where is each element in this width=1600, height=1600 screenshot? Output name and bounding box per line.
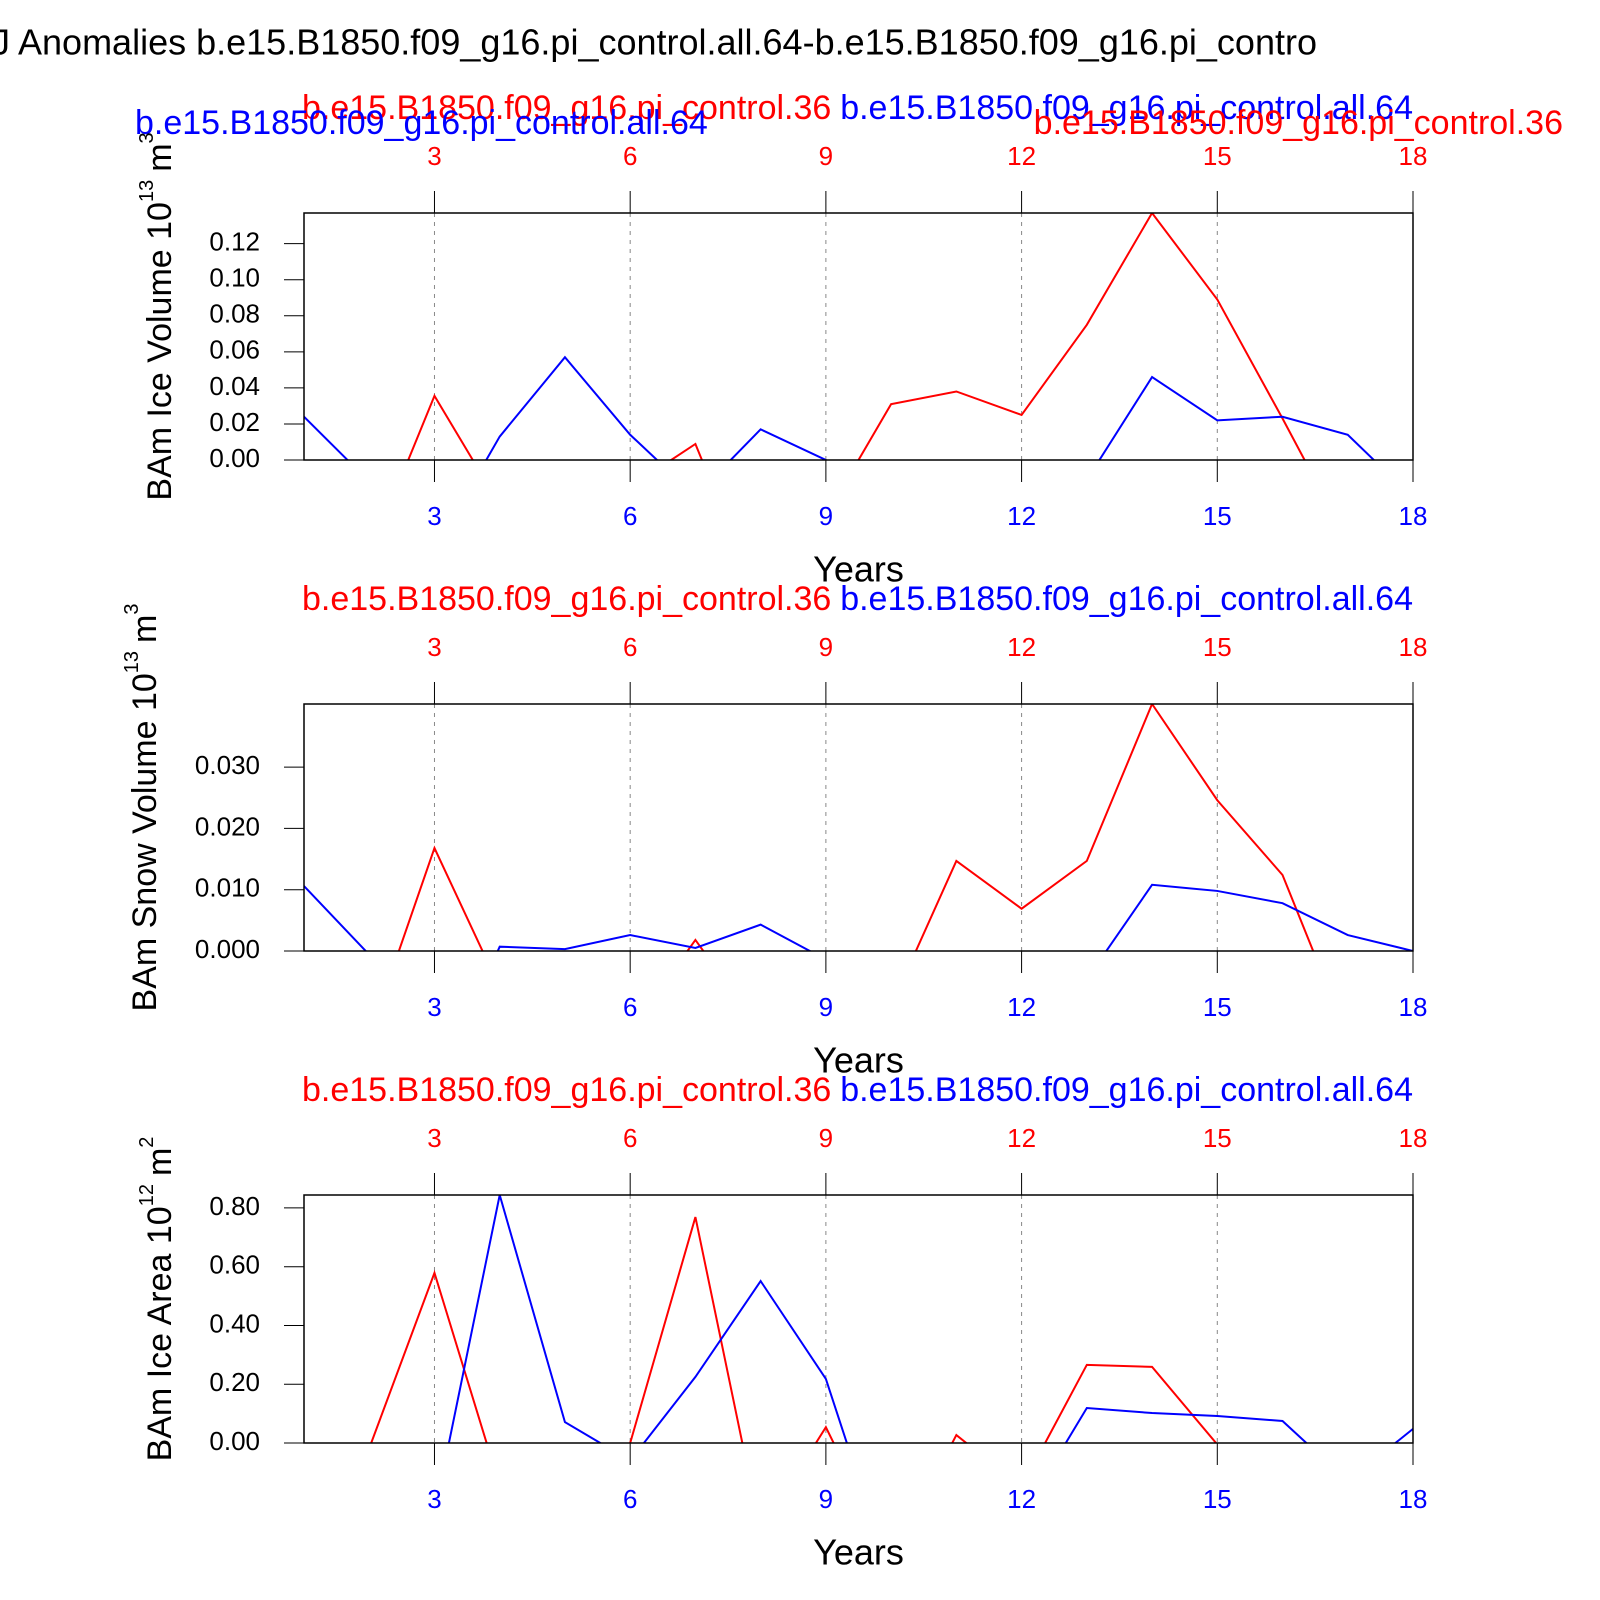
- y-label-text: BAm Ice Volume 10: [141, 202, 179, 501]
- x-top-tick-label: 6: [623, 1123, 637, 1153]
- x-top-tick-label: 9: [819, 141, 833, 171]
- y-label-unit: m: [141, 1148, 179, 1176]
- y-label-text: BAm Snow Volume 10: [126, 673, 164, 1011]
- series-label: b.e15.B1850.f09_g16.pi_control.all.64: [840, 580, 1413, 618]
- x-tick-label: 9: [819, 501, 833, 531]
- series-label: b.e15.B1850.f09_g16.pi_control.36: [302, 89, 831, 127]
- x-tick-label: 6: [623, 992, 637, 1022]
- y-tick-label: 0.10: [209, 263, 260, 293]
- x-tick-label: 3: [427, 992, 441, 1022]
- x-top-tick-label: 6: [623, 632, 637, 662]
- x-top-tick-label: 3: [427, 1123, 441, 1153]
- series-label: b.e15.B1850.f09_g16.pi_control.36: [302, 1071, 831, 1109]
- x-tick-label: 15: [1203, 992, 1232, 1022]
- x-top-tick-label: 12: [1007, 141, 1036, 171]
- y-tick-label: 0.20: [209, 1367, 260, 1397]
- x-tick-label: 18: [1399, 501, 1428, 531]
- panel: 3 3 6 6 9 9 12 12 15 15 18 18 0.00 0.20 0.40 0.60 0.80 b.…: [136, 1071, 1428, 1573]
- annotation: b.e15.B1850.f09_g16.pi_control.all.64: [135, 104, 708, 142]
- series-line: [304, 355, 1376, 460]
- x-tick-label: 15: [1203, 1484, 1232, 1514]
- x-tick-label: 6: [623, 1484, 637, 1514]
- x-top-tick-label: 18: [1399, 632, 1428, 662]
- y-label-text: BAm Ice Area 10: [141, 1206, 179, 1461]
- series-label: b.e15.B1850.f09_g16.pi_control.all.64: [840, 1071, 1413, 1109]
- y-tick-label: 0.010: [195, 873, 260, 903]
- plot-frame: [303, 703, 1414, 952]
- y-tick-label: 0.00: [209, 1426, 260, 1456]
- y-label-exponent: 13: [136, 180, 158, 202]
- x-axis-title: Years: [813, 549, 904, 590]
- y-axis-title: BAm Snow Volume 1013 m3: [121, 604, 164, 1012]
- x-tick-label: 15: [1203, 501, 1232, 531]
- y-tick-label: 0.40: [209, 1308, 260, 1338]
- y-tick-label: 0.02: [209, 407, 260, 437]
- y-tick-label: 0.04: [209, 371, 260, 401]
- y-label-unit: m: [141, 143, 179, 171]
- series-label: b.e15.B1850.f09_g16.pi_control.36: [302, 580, 831, 618]
- y-tick-label: 0.80: [209, 1191, 260, 1221]
- y-tick-label: 0.020: [195, 811, 260, 841]
- x-axis-title: Years: [813, 1532, 904, 1573]
- y-label-unit-exponent: 3: [136, 132, 158, 143]
- x-tick-label: 18: [1399, 1484, 1428, 1514]
- y-axis-title: BAm Ice Volume 1013 m3: [136, 132, 179, 500]
- x-tick-label: 18: [1399, 992, 1428, 1022]
- plot-frame: [303, 1194, 1414, 1444]
- x-tick-label: 9: [819, 1484, 833, 1514]
- y-label-unit: m: [126, 615, 164, 643]
- y-label-exponent: 12: [136, 1184, 158, 1206]
- x-top-tick-label: 18: [1399, 1123, 1428, 1153]
- x-top-tick-label: 6: [623, 141, 637, 171]
- y-tick-label: 0.12: [209, 227, 260, 257]
- y-axis-title: BAm Ice Area 1012 m2: [136, 1137, 179, 1462]
- plot-frame: [303, 212, 1414, 461]
- x-top-tick-label: 15: [1203, 141, 1232, 171]
- y-label-unit-exponent: 2: [136, 1137, 158, 1148]
- x-tick-label: 12: [1007, 1484, 1036, 1514]
- series-line: [304, 883, 1413, 951]
- y-tick-label: 0.08: [209, 299, 260, 329]
- x-top-tick-label: 18: [1399, 141, 1428, 171]
- x-top-tick-label: 3: [427, 141, 441, 171]
- figure-title: J Anomalies b.e15.B1850.f09_g16.pi_contr…: [0, 22, 1317, 63]
- x-tick-label: 3: [427, 1484, 441, 1514]
- series-label: b.e15.B1850.f09_g16.pi_control.all.64: [840, 89, 1413, 127]
- x-top-tick-label: 9: [819, 1123, 833, 1153]
- y-label-unit-exponent: 3: [121, 604, 143, 615]
- x-tick-label: 12: [1007, 501, 1036, 531]
- y-tick-label: 0.030: [195, 750, 260, 780]
- x-top-tick-label: 9: [819, 632, 833, 662]
- x-tick-label: 6: [623, 501, 637, 531]
- x-tick-label: 9: [819, 992, 833, 1022]
- y-label-exponent: 13: [121, 651, 143, 673]
- x-axis-title: Years: [813, 1040, 904, 1081]
- series-line: [447, 1195, 1413, 1443]
- x-top-tick-label: 3: [427, 632, 441, 662]
- y-tick-label: 0.06: [209, 335, 260, 365]
- y-tick-label: 0.000: [195, 934, 260, 964]
- x-top-tick-label: 12: [1007, 632, 1036, 662]
- x-tick-label: 3: [427, 501, 441, 531]
- x-top-tick-label: 12: [1007, 1123, 1036, 1153]
- x-top-tick-label: 15: [1203, 632, 1232, 662]
- y-tick-label: 0.00: [209, 443, 260, 473]
- annotation: b.e15.B1850.f09_g16.pi_control.36: [1034, 104, 1563, 142]
- series-line: [370, 1216, 1218, 1443]
- series-line: [397, 704, 1315, 951]
- panel: 3 3 6 6 9 9 12 12 15 15 18 18 0.00 0.02 0.04 0.06 0.08 0.…: [135, 89, 1563, 590]
- x-tick-label: 12: [1007, 992, 1036, 1022]
- panel: 3 3 6 6 9 9 12 12 15 15 18 18 0.000 0.010 0.020 0.030 b.…: [121, 580, 1428, 1081]
- series-line: [407, 213, 1306, 460]
- y-tick-label: 0.60: [209, 1250, 260, 1280]
- x-top-tick-label: 15: [1203, 1123, 1232, 1153]
